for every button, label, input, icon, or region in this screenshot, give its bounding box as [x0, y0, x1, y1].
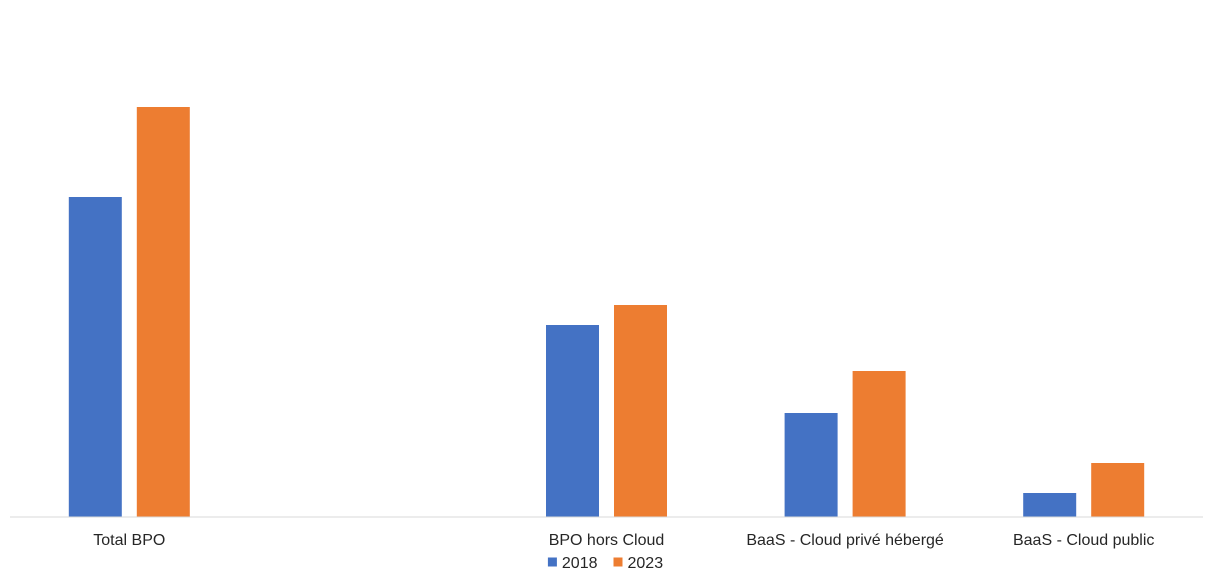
bar-2018-3 — [784, 413, 838, 517]
legend-item-2023: 2023 — [613, 555, 664, 572]
bars-layer — [68, 107, 1145, 517]
bar-2023-2 — [614, 305, 667, 517]
legend-label-2023: 2023 — [628, 555, 664, 572]
bar-2018-2 — [546, 325, 599, 517]
x-tick-label: BPO hors Cloud — [549, 532, 665, 549]
legend-swatch-2018 — [547, 557, 557, 567]
bar-2018-0 — [68, 197, 122, 517]
legend-item-2018: 2018 — [547, 555, 598, 572]
bar-2018-4 — [1023, 493, 1077, 517]
legend-swatch-2023 — [613, 557, 623, 567]
bar-2023-3 — [852, 371, 906, 517]
legend-label-2018: 2018 — [562, 555, 598, 572]
x-tick-label: Total BPO — [93, 532, 165, 549]
legend: 2018 2023 — [547, 555, 664, 572]
x-tick-label: BaaS - Cloud privé hébergé — [746, 532, 944, 549]
bar-2023-4 — [1091, 463, 1145, 517]
bar-2023-0 — [136, 107, 190, 517]
x-tick-labels: Total BPO BPO hors Cloud BaaS - Cloud priv… — [93, 532, 1154, 549]
x-tick-label: BaaS - Cloud public — [1013, 532, 1154, 549]
